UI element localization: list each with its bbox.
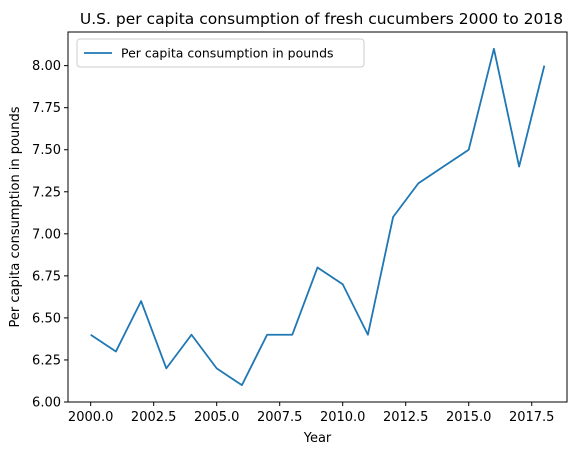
x-tick-label: 2010.0 <box>320 410 366 425</box>
x-tick-label: 2007.5 <box>257 410 303 425</box>
chart-title: U.S. per capita consumption of fresh cuc… <box>80 10 563 28</box>
legend-label: Per capita consumption in pounds <box>121 46 334 61</box>
y-tick-label: 7.25 <box>32 185 61 200</box>
y-tick-label: 6.25 <box>32 353 61 368</box>
x-tick-label: 2000.0 <box>68 410 114 425</box>
x-axis-label: Year <box>303 431 332 446</box>
x-tick-label: 2012.5 <box>383 410 429 425</box>
x-tick-label: 2005.0 <box>194 410 240 425</box>
y-tick-label: 6.00 <box>32 396 61 411</box>
y-axis-label: Per capita consumption in pounds <box>8 106 23 327</box>
x-tick-label: 2017.5 <box>509 410 555 425</box>
legend: Per capita consumption in pounds <box>77 39 364 67</box>
x-tick-label: 2002.5 <box>131 410 177 425</box>
y-tick-label: 7.50 <box>32 143 61 158</box>
y-tick-label: 6.75 <box>32 269 61 284</box>
y-tick-label: 7.00 <box>32 227 61 242</box>
x-tick-label: 2015.0 <box>446 410 492 425</box>
y-tick-label: 6.50 <box>32 311 61 326</box>
y-tick-label: 7.75 <box>32 101 61 116</box>
y-tick-label: 8.00 <box>32 59 61 74</box>
